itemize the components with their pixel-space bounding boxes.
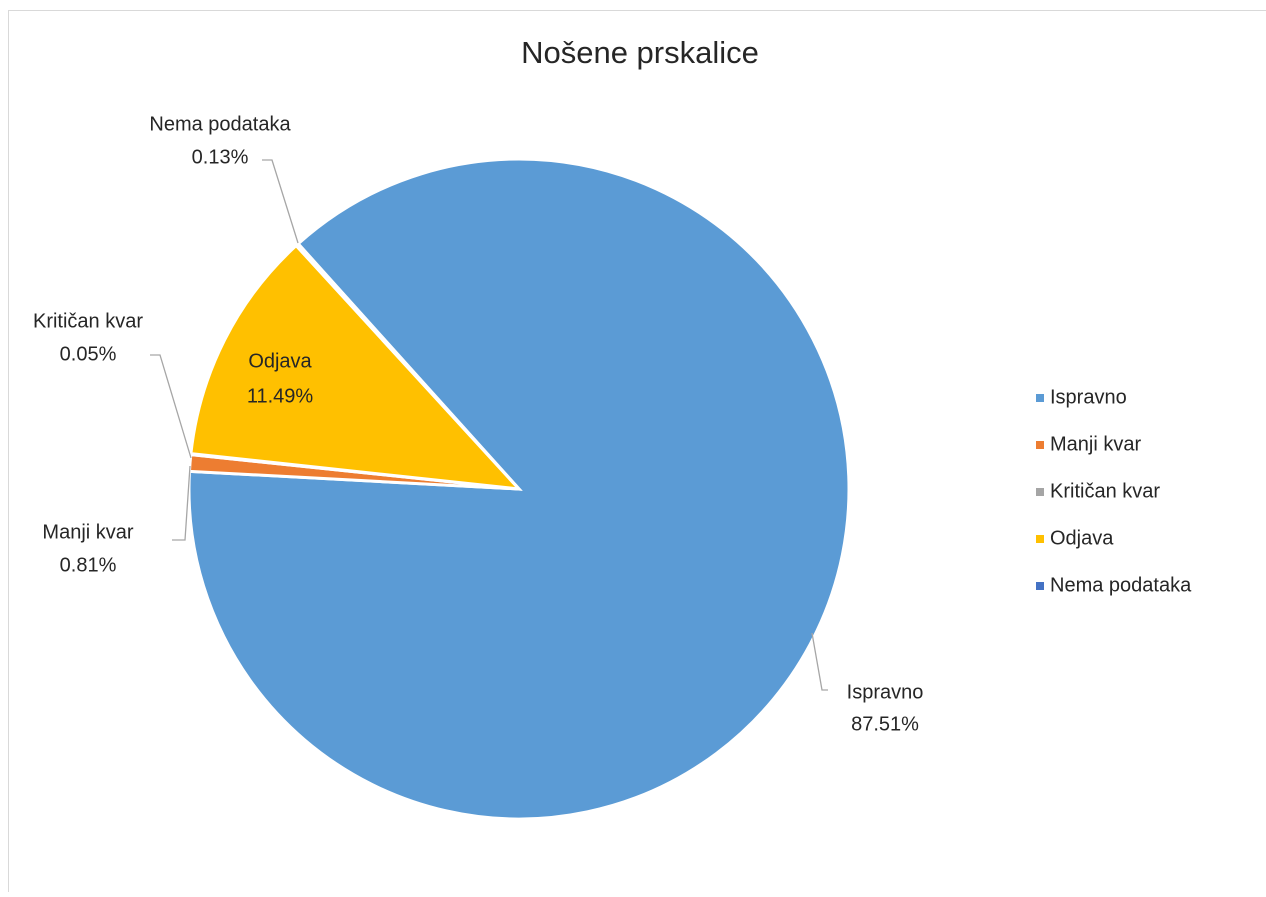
legend-label: Odjava (1050, 527, 1114, 549)
data-label-value: 87.51% (851, 713, 919, 735)
legend-label: Nema podataka (1050, 574, 1192, 596)
legend-label: Manji kvar (1050, 433, 1141, 455)
leader-line (812, 633, 828, 690)
legend-marker (1036, 582, 1044, 590)
chart-title: Nošene prskalice (521, 35, 759, 70)
data-label-name: Odjava (248, 350, 312, 372)
legend-marker (1036, 441, 1044, 449)
data-label-value: 11.49% (247, 385, 314, 407)
data-label-value: 0.05% (60, 343, 117, 365)
data-label-name: Ispravno (847, 681, 924, 703)
data-label-value: 0.81% (60, 554, 117, 576)
legend-marker (1036, 535, 1044, 543)
data-label-name: Manji kvar (42, 521, 133, 543)
leader-line (150, 355, 191, 458)
leader-line (172, 466, 190, 540)
legend-marker (1036, 394, 1044, 402)
leader-line (262, 160, 298, 243)
legend-marker (1036, 488, 1044, 496)
data-label-name: Kritičan kvar (33, 310, 143, 332)
legend-label: Ispravno (1050, 386, 1127, 408)
data-label-name: Nema podataka (149, 113, 291, 135)
data-label-value: 0.13% (192, 146, 249, 168)
legend-label: Kritičan kvar (1050, 480, 1160, 502)
